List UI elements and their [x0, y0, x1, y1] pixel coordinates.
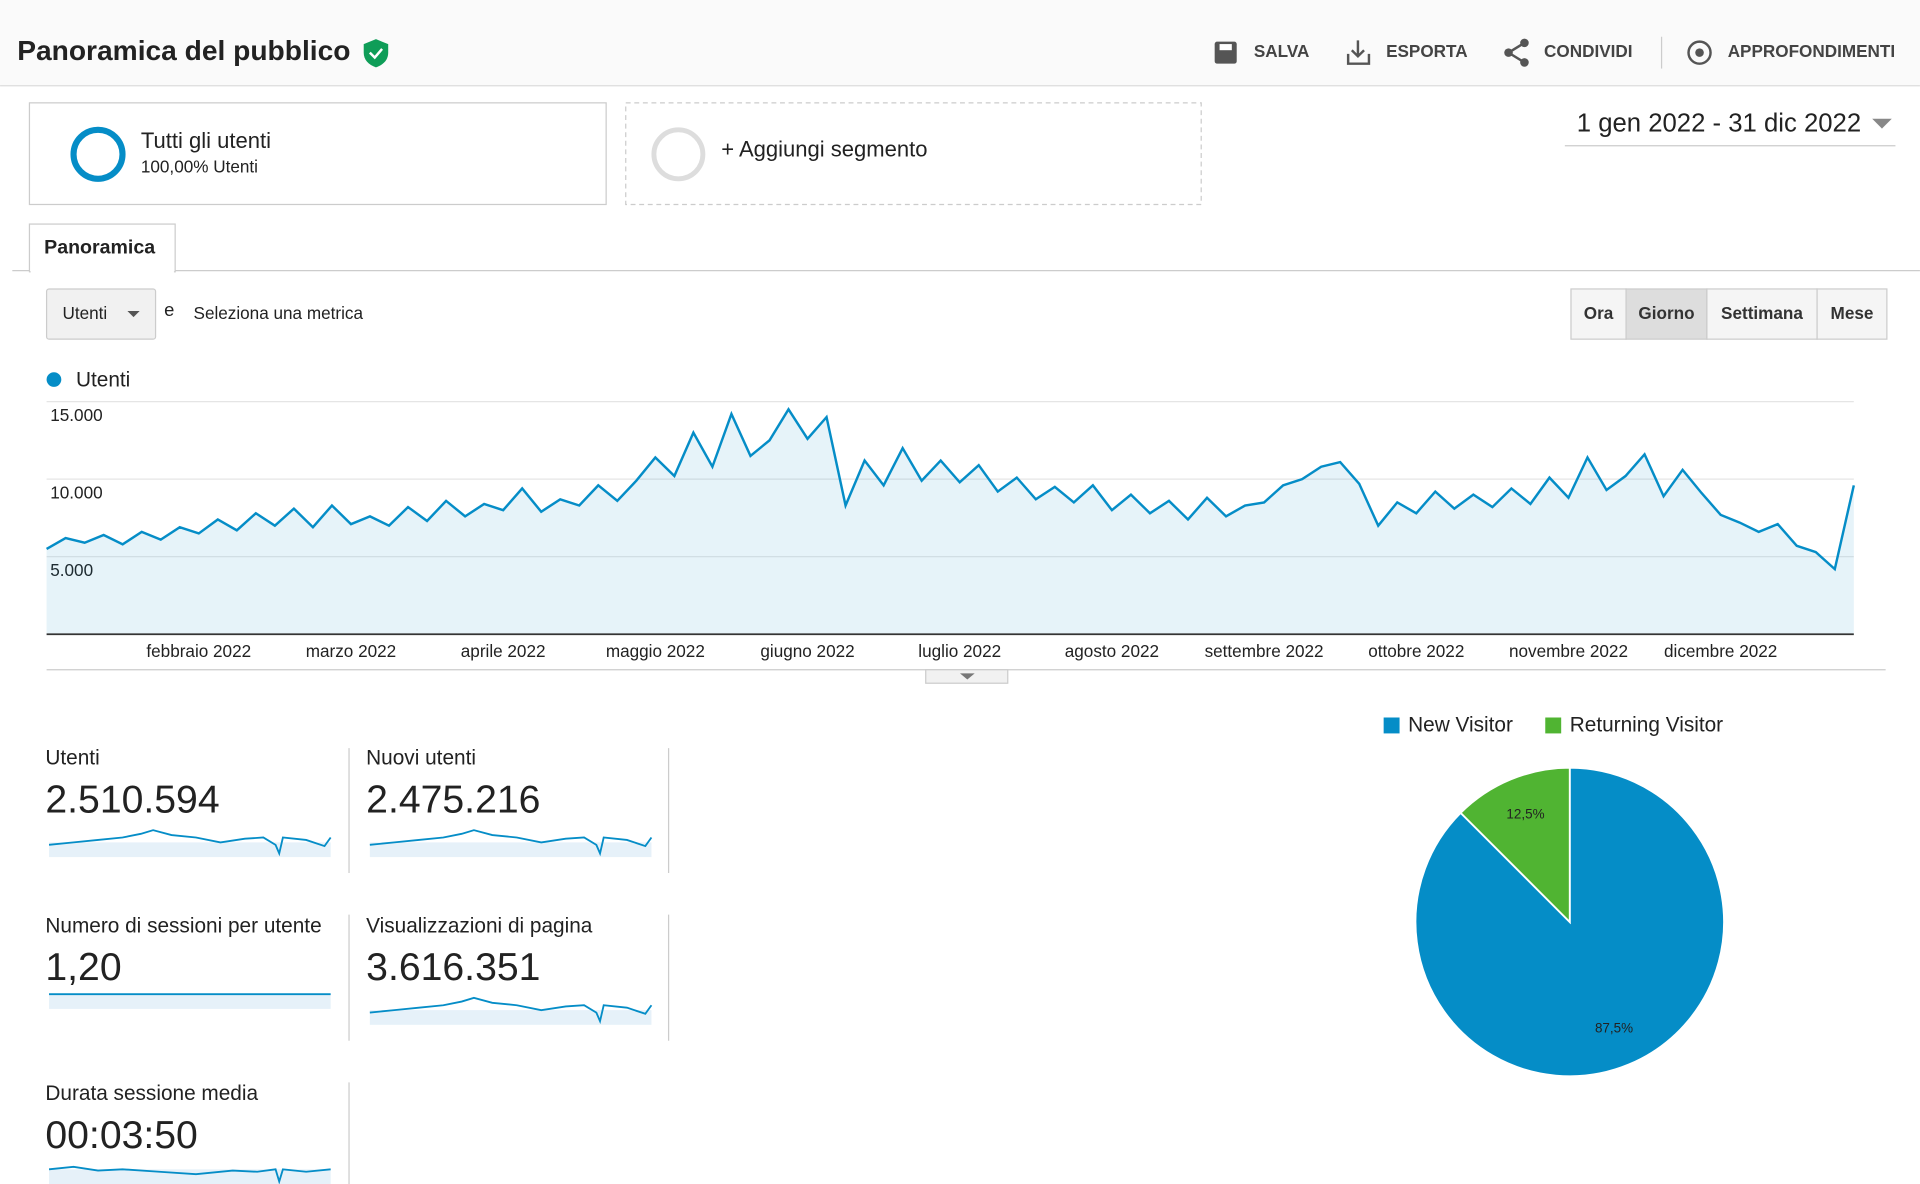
legend-label: Utenti	[76, 368, 130, 391]
insights-label: APPROFONDIMENTI	[1728, 41, 1895, 61]
scorecard-value: 3.616.351	[366, 946, 540, 989]
sparkline-bg	[369, 842, 652, 858]
sparkline-bg	[369, 1010, 652, 1025]
tab[interactable]	[28, 223, 176, 273]
y-tick-label: 10.000	[50, 482, 102, 502]
header-bg	[0, 0, 1920, 86]
y-tick-label: 5.000	[50, 560, 93, 580]
granularity-label: Settimana	[1721, 303, 1803, 323]
legend-label: New Visitor	[1408, 714, 1513, 737]
granularity-button[interactable]	[1570, 288, 1627, 340]
x-tick-label: ottobre 2022	[1368, 641, 1464, 661]
metric-joiner: e	[164, 299, 174, 320]
granularity-button[interactable]	[1625, 288, 1708, 340]
add-segment-label: + Aggiungi segmento	[721, 136, 927, 161]
share-dot	[1520, 58, 1529, 67]
metric-link[interactable]: Seleziona una metrica	[194, 303, 364, 323]
x-tick-label: settembre 2022	[1205, 641, 1324, 661]
line-chart: 5.000 10.000 15.000 febbraio 2022 marzo 2022…	[45, 400, 1856, 661]
segment-detail: 100,00% Utenti	[141, 156, 258, 176]
tab-label: Panoramica	[44, 237, 156, 259]
save-button[interactable]: SALVA	[1214, 41, 1310, 64]
segment-circle	[70, 126, 126, 182]
insights-icon-core	[1695, 48, 1704, 57]
verified-icon	[363, 39, 389, 68]
pie-chart: New Visitor Returning Visitor 87,5% 12,5%	[1383, 714, 1725, 1078]
collapse-arrow	[960, 673, 975, 680]
granularity-label: Mese	[1831, 303, 1874, 323]
segment-card[interactable]	[28, 102, 607, 206]
x-tick-label: agosto 2022	[1065, 641, 1159, 661]
granularity-label: Giorno	[1638, 303, 1694, 323]
export-icon	[1346, 40, 1371, 65]
granularity-group: Ora Giorno Settimana Mese	[1570, 288, 1888, 340]
sparkline-bg	[49, 994, 331, 1009]
x-tick-label: luglio 2022	[918, 641, 1001, 661]
area	[46, 409, 1854, 635]
x-tick-label: maggio 2022	[606, 641, 705, 661]
x-tick-label: novembre 2022	[1509, 641, 1628, 661]
add-segment-circle	[651, 127, 706, 182]
sparkline-bg	[49, 842, 331, 858]
granularity-button[interactable]	[1706, 288, 1818, 340]
sparkline	[369, 829, 653, 857]
scorecard-label: Visualizzazioni di pagina	[366, 914, 593, 937]
export-label: ESPORTA	[1386, 41, 1468, 61]
insights-button[interactable]: APPROFONDIMENTI	[1687, 40, 1896, 65]
granularity-button[interactable]	[1816, 288, 1888, 340]
scorecard-value: 2.475.216	[366, 778, 540, 821]
scorecard-value: 00:03:50	[45, 1114, 197, 1157]
legend-swatch	[1545, 717, 1562, 734]
legend-swatch	[46, 372, 62, 387]
save-label: SALVA	[1254, 41, 1310, 61]
slice-label: 12,5%	[1506, 807, 1544, 822]
sparkline	[48, 1165, 331, 1184]
metric-selected: Utenti	[63, 303, 108, 323]
sparkline	[369, 996, 653, 1025]
scorecard-label: Numero di sessioni per utente	[45, 914, 321, 937]
scorecard-label: Utenti	[45, 747, 99, 770]
page-title: Panoramica del pubblico	[17, 35, 350, 66]
date-range[interactable]: 1 gen 2022 - 31 dic 2022	[1577, 110, 1861, 138]
share-button[interactable]: CONDIVIDI	[1504, 38, 1633, 67]
scorecard-label: Durata sessione media	[45, 1082, 258, 1105]
share-dot	[1504, 48, 1513, 57]
sparkline-bg	[49, 1169, 331, 1184]
scorecards: Utenti 2.510.594 Nuovi utenti 2.475.216 Nume…	[45, 747, 653, 1184]
share-dot	[1520, 38, 1529, 48]
y-tick-label: 15.000	[50, 405, 102, 425]
add-segment[interactable]	[625, 102, 1202, 206]
x-tick-label: giugno 2022	[760, 641, 854, 661]
x-tick-label: febbraio 2022	[146, 641, 251, 661]
date-dropdown-arrow	[1872, 118, 1892, 129]
pie-slice	[1459, 766, 1571, 925]
dropdown-arrow	[127, 310, 140, 318]
scorecard-value: 2.510.594	[45, 778, 219, 821]
sparkline	[48, 829, 332, 857]
legend-label: Returning Visitor	[1570, 714, 1723, 737]
segment-name: Tutti gli utenti	[141, 128, 271, 153]
x-tick-label: aprile 2022	[461, 641, 546, 661]
line	[45, 407, 1856, 572]
verified-check	[368, 48, 384, 60]
slice-label: 87,5%	[1595, 1020, 1633, 1035]
scorecard-label: Nuovi utenti	[366, 747, 476, 770]
metric-dropdown[interactable]	[45, 288, 157, 340]
granularity-label: Ora	[1584, 303, 1614, 323]
tab-cover	[30, 268, 174, 274]
scorecard-value: 1,20	[45, 946, 121, 989]
legend-swatch	[1383, 717, 1400, 734]
export-button[interactable]: ESPORTA	[1346, 40, 1468, 65]
x-tick-label: marzo 2022	[306, 641, 396, 661]
share-label: CONDIVIDI	[1544, 41, 1633, 61]
x-tick-label: dicembre 2022	[1664, 641, 1777, 661]
insights-icon	[1687, 40, 1712, 65]
save-icon-slot	[1219, 44, 1232, 51]
